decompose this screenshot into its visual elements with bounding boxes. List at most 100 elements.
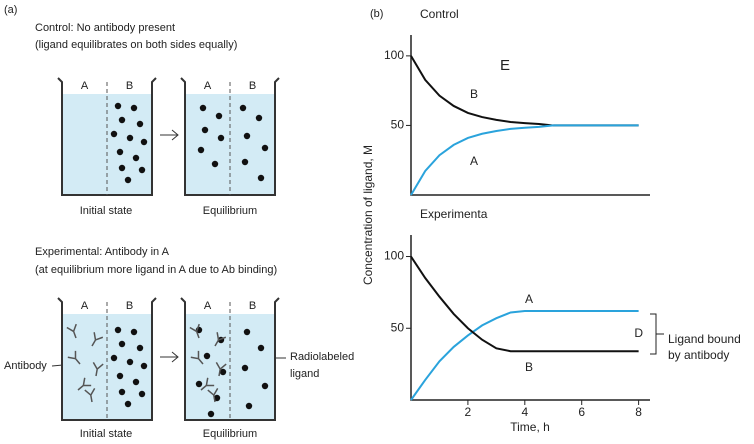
ligand-dot — [140, 362, 148, 370]
y-tick-label: 100 — [384, 249, 404, 263]
antibody — [207, 387, 219, 403]
side-label: B — [126, 80, 133, 92]
side-label: B — [249, 80, 256, 92]
x-tick-label: 2 — [465, 405, 472, 419]
x-tick-label: 4 — [521, 405, 528, 419]
ligand-dot — [255, 114, 263, 122]
series-label: B — [470, 87, 478, 101]
ligand-dot — [114, 326, 122, 334]
ligand-dot — [195, 380, 203, 388]
y-tick-label: 50 — [391, 320, 405, 334]
ligand-dot — [203, 352, 211, 360]
axis — [410, 35, 650, 196]
antibody — [200, 377, 215, 391]
ligand-dot — [118, 116, 126, 124]
ligand-dot — [197, 146, 205, 154]
ligand-dot — [261, 382, 269, 390]
arrow — [160, 129, 179, 141]
ligand-dot — [116, 372, 124, 380]
ligand-dot — [215, 112, 223, 120]
antibody — [92, 361, 104, 377]
stray-label: E — [500, 57, 510, 74]
panel-label: (a) — [4, 4, 17, 16]
antibody — [77, 377, 92, 391]
antibody — [214, 332, 227, 347]
antibody — [91, 332, 104, 347]
ligand-dot — [211, 160, 219, 168]
ligand-dot — [118, 340, 126, 348]
ligand-dot — [243, 132, 251, 140]
ligand-dot — [213, 394, 221, 402]
experimental-title: Experimental: Antibody in A — [35, 246, 170, 258]
antibody — [189, 323, 200, 339]
side-label: B — [249, 300, 256, 312]
ligand-dot — [201, 126, 209, 134]
ligand-dot — [124, 176, 132, 184]
series-label: A — [470, 154, 478, 168]
axis — [410, 235, 650, 401]
arrow — [160, 351, 179, 363]
water — [62, 94, 152, 195]
state-label: Initial state — [80, 205, 133, 217]
ligand-dot — [126, 358, 134, 366]
ligand-dot — [118, 164, 126, 172]
ligand-dot — [110, 354, 118, 362]
chart-title: Experimenta — [420, 207, 488, 221]
ligand-dot — [138, 166, 146, 174]
ligand-dot — [132, 154, 140, 162]
antibody — [67, 350, 81, 365]
x-tick-label: 8 — [635, 405, 642, 419]
ligand-dot — [130, 328, 138, 336]
panel-label: (b) — [370, 8, 383, 20]
antibody-label: Antibody — [4, 360, 47, 372]
ligand-dot — [110, 130, 118, 138]
control-title: Control: No antibody present — [35, 22, 175, 34]
ligand-label: Radiolabeled — [290, 351, 354, 363]
antibody — [84, 387, 96, 403]
state-label: Initial state — [80, 428, 133, 440]
ligand-dot — [126, 134, 134, 142]
ligand-dot — [199, 104, 207, 112]
x-axis-label: Time, h — [510, 420, 550, 434]
side-label: A — [204, 80, 212, 92]
beaker — [57, 297, 157, 421]
y-axis-label: Concentration of ligand, M — [361, 145, 375, 285]
ligand-dot — [241, 158, 249, 166]
series-line — [410, 124, 639, 196]
ligand-dot — [245, 402, 253, 410]
ligand-dot — [130, 104, 138, 112]
series-line — [410, 255, 639, 353]
ligand-dot — [136, 120, 144, 128]
y-tick-label: 50 — [391, 118, 405, 132]
ligand-dot — [219, 368, 227, 376]
ligand-dot — [132, 378, 140, 386]
ligand-dot — [257, 344, 265, 352]
antibody — [215, 361, 227, 377]
series-line — [410, 55, 639, 127]
x-tick-label: 6 — [578, 405, 585, 419]
antibody — [66, 323, 77, 339]
ligand-dot — [136, 344, 144, 352]
annotation-label: D — [634, 326, 643, 340]
side-label: A — [81, 80, 89, 92]
ligand-dot — [261, 144, 269, 152]
bracket — [650, 313, 664, 355]
ligand-dot — [243, 328, 251, 336]
ligand-dot — [114, 102, 122, 110]
chart-title: Control — [420, 7, 459, 21]
annotation-text: by antibody — [668, 348, 729, 362]
series-label: B — [525, 360, 533, 374]
ligand-dot — [116, 148, 124, 156]
side-label: A — [204, 300, 212, 312]
side-label: B — [126, 300, 133, 312]
ligand-dot — [118, 388, 126, 396]
ligand-dot — [217, 134, 225, 142]
experimental-subtitle: (at equilibrium more ligand in A due to … — [35, 264, 277, 276]
ligand-label: ligand — [290, 368, 319, 380]
ligand-dot — [138, 390, 146, 398]
state-label: Equilibrium — [203, 428, 257, 440]
annotation-text: Ligand bound — [668, 332, 741, 346]
ligand-dot — [241, 364, 249, 372]
y-tick-label: 100 — [384, 48, 404, 62]
